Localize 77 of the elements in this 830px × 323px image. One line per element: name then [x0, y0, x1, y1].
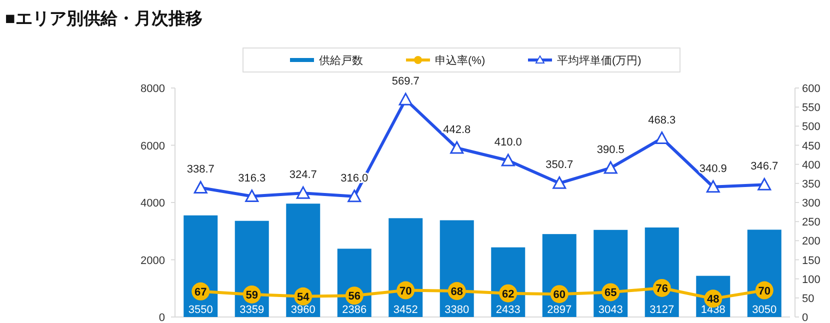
y-tick-label: 8000 [140, 83, 165, 95]
y2-tick-label: 450 [802, 140, 820, 152]
data-label: 316.3 [238, 172, 266, 184]
bar [440, 220, 474, 317]
data-label: 410.0 [494, 136, 522, 149]
data-label: 62 [502, 288, 514, 300]
data-label: 76 [656, 282, 668, 295]
legend-label: 供給戸数 [319, 55, 363, 67]
data-label: 3127 [650, 304, 674, 316]
data-label: 3550 [188, 304, 213, 316]
y2-tick-label: 200 [802, 236, 820, 248]
data-label: 65 [604, 287, 617, 300]
y-tick-label: 2000 [140, 254, 165, 267]
data-label: 70 [400, 285, 412, 298]
data-label: 48 [707, 294, 720, 306]
data-label: 56 [348, 290, 360, 303]
point [604, 161, 618, 174]
y2-tick-label: 350 [802, 178, 820, 190]
y2-tick-label: 250 [802, 216, 820, 229]
data-label: 3380 [444, 304, 470, 316]
point [398, 92, 412, 106]
bar [644, 227, 679, 317]
point [758, 178, 772, 190]
data-label: 468.3 [648, 114, 676, 126]
data-label: 67 [194, 286, 207, 298]
point [655, 132, 669, 144]
y2-tick-label: 50 [802, 292, 814, 305]
data-label: 338.7 [186, 164, 214, 176]
point [245, 190, 259, 202]
data-label: 3050 [752, 304, 777, 316]
y2-tick-label: 550 [802, 102, 820, 114]
y-tick-label: 0 [158, 312, 165, 323]
point [706, 180, 720, 193]
bar [234, 220, 269, 317]
data-label: 2386 [342, 304, 367, 316]
data-label: 350.7 [546, 159, 574, 172]
data-label: 3359 [240, 304, 264, 316]
data-label: 3960 [290, 304, 316, 316]
data-label: 340.9 [699, 162, 727, 175]
point [194, 180, 208, 194]
bar [184, 215, 218, 317]
point [450, 141, 464, 154]
data-label: 70 [758, 285, 770, 298]
bar [388, 218, 423, 317]
legend-label: 平均坪単価(万円) [557, 55, 642, 67]
y2-tick-label: 100 [802, 274, 820, 286]
data-label: 68 [450, 286, 463, 298]
data-label: 54 [297, 291, 310, 304]
bar [286, 204, 320, 317]
data-label: 569.7 [392, 76, 420, 88]
point [348, 190, 362, 202]
data-label: 3043 [598, 304, 623, 316]
data-label: 59 [246, 289, 258, 302]
y-tick-label: 4000 [140, 198, 165, 210]
y2-tick-label: 150 [802, 254, 820, 267]
y2-tick-label: 400 [802, 159, 820, 172]
point [552, 176, 566, 189]
data-label: 324.7 [289, 169, 317, 182]
point [296, 186, 310, 199]
point [501, 154, 515, 166]
data-label: 390.5 [596, 144, 624, 156]
bar [542, 234, 576, 317]
y2-tick-label: 300 [802, 198, 820, 210]
title: ■エリア別供給・月次推移 [5, 9, 202, 28]
data-label: 3452 [393, 304, 418, 316]
data-label: 2897 [547, 304, 572, 316]
data-label: 346.7 [750, 160, 778, 173]
bar [594, 230, 628, 317]
y-tick-label: 6000 [140, 140, 165, 152]
y2-tick-label: 0 [802, 312, 808, 323]
y2-tick-label: 600 [802, 83, 820, 95]
bar [747, 230, 782, 317]
y2-tick-label: 500 [802, 121, 820, 134]
legend-label: 申込率(%) [435, 54, 486, 67]
data-label: 2433 [496, 304, 520, 316]
data-label: 60 [553, 289, 566, 302]
data-label: 442.8 [443, 124, 471, 136]
